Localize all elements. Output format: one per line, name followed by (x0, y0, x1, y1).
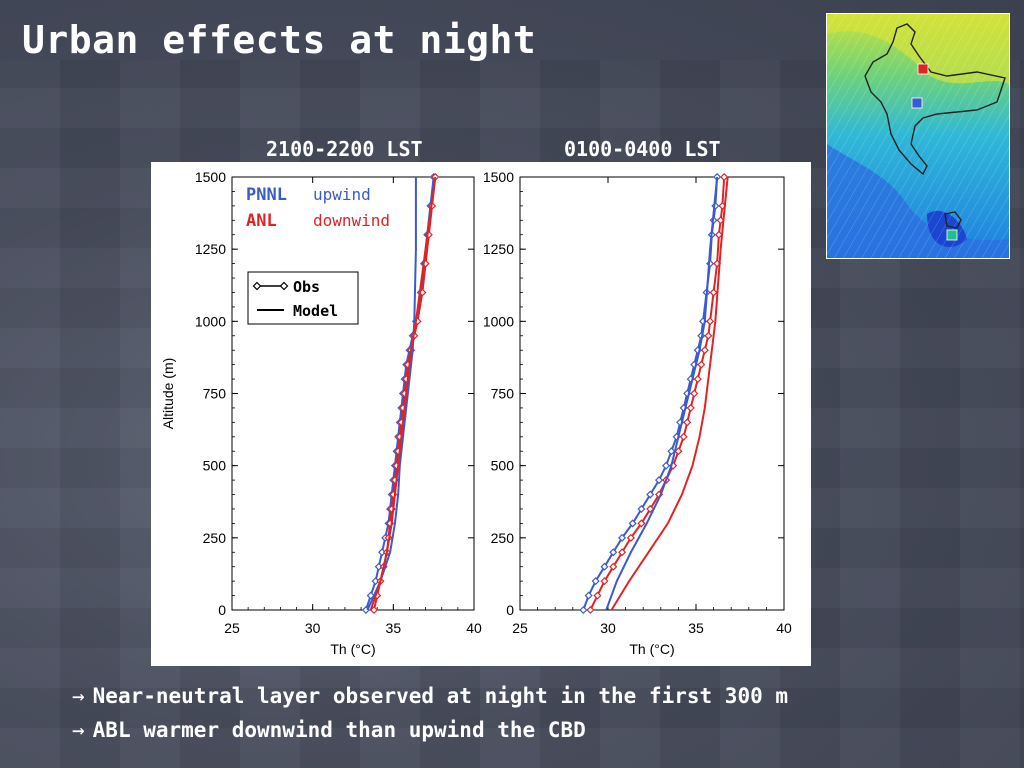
model-profile-line (366, 177, 417, 611)
model-profile-line (369, 176, 437, 611)
anl-site-marker (917, 63, 929, 75)
pnnl-site-marker (911, 97, 923, 109)
obs-point (646, 504, 655, 514)
x-axis-label: Th (°C) (330, 641, 375, 657)
obs-point (637, 504, 646, 514)
obs-point (654, 476, 664, 485)
y-tick-label: 0 (218, 602, 226, 618)
y-tick-label: 500 (203, 458, 227, 474)
legend-obs-marker (279, 281, 289, 291)
slide-title: Urban effects at night (22, 18, 537, 62)
legend-obs-label: Obs (293, 278, 320, 296)
map-wind-hatch (827, 14, 1009, 258)
x-tick-label: 25 (512, 620, 528, 636)
legend-anl: ANL (246, 211, 277, 231)
obs-point (704, 331, 713, 340)
bullet-text: ABL warmer downwind than upwind the CBD (92, 718, 586, 742)
legend-box (247, 271, 359, 325)
legend-upwind: upwind (313, 185, 371, 204)
obs-point (586, 605, 595, 615)
y-tick-label: 1250 (483, 241, 514, 257)
obs-point (579, 605, 588, 615)
left-panel-title: 2100-2200 LST (266, 137, 423, 161)
model-profile-line (610, 176, 729, 611)
bullet-item: → ABL warmer downwind than upwind the CBD (72, 718, 788, 752)
bullet-text: Near-neutral layer observed at night in … (92, 684, 789, 708)
temperature-map (827, 14, 1009, 258)
downtown-outline (944, 211, 962, 229)
obs-point (618, 533, 627, 542)
obs-point (714, 230, 723, 239)
obs-point (637, 519, 646, 528)
obs-point (628, 519, 637, 528)
y-tick-label: 0 (506, 602, 514, 618)
bullet-item: → Near-neutral layer observed at night in… (72, 684, 788, 718)
obs-point (609, 562, 618, 571)
obs-point (646, 490, 655, 499)
obs-point (679, 432, 688, 441)
y-axis-label: Altitude (m) (160, 358, 176, 430)
y-tick-label: 750 (203, 386, 227, 402)
arrow-icon: → (72, 684, 85, 708)
obs-point (683, 418, 692, 427)
obs-profile-line (589, 176, 726, 611)
obs-point (693, 375, 702, 384)
x-tick-label: 30 (305, 620, 321, 636)
obs-point (618, 548, 627, 557)
cbd-site-marker (946, 229, 958, 241)
x-tick-label: 35 (688, 620, 704, 636)
y-tick-label: 500 (491, 458, 515, 474)
obs-point (709, 288, 718, 297)
y-tick-label: 1500 (483, 169, 514, 185)
obs-point (700, 346, 709, 355)
obs-point (690, 389, 699, 398)
obs-point (600, 577, 609, 586)
obs-point (686, 403, 695, 412)
plot-frame (519, 176, 785, 611)
y-tick-label: 250 (203, 530, 227, 546)
obs-point (609, 548, 618, 557)
legend-model-label: Model (293, 302, 338, 320)
obs-point (720, 172, 729, 182)
obs-point (584, 591, 593, 600)
plot-frame (231, 176, 475, 611)
x-tick-label: 40 (466, 620, 482, 636)
obs-point (667, 447, 676, 456)
legend-obs-marker (252, 281, 262, 291)
y-tick-label: 1000 (483, 313, 514, 329)
right-panel-title: 0100-0400 LST (564, 137, 721, 161)
bullet-list: → Near-neutral layer observed at night in… (72, 684, 788, 752)
y-tick-label: 1250 (195, 241, 226, 257)
obs-point (626, 533, 635, 542)
x-tick-label: 40 (776, 620, 792, 636)
legend-pnnl: PNNL (246, 185, 287, 205)
obs-point (593, 591, 602, 600)
model-profile-line (605, 176, 719, 611)
location-map-inset (826, 13, 1010, 259)
obs-point (674, 447, 683, 456)
y-tick-label: 750 (491, 386, 515, 402)
obs-point (591, 577, 600, 586)
legend-downwind: downwind (313, 211, 390, 230)
obs-point (697, 360, 706, 369)
x-tick-label: 30 (600, 620, 616, 636)
x-tick-label: 35 (386, 620, 402, 636)
arrow-icon: → (72, 718, 85, 742)
obs-point (662, 461, 671, 470)
x-tick-label: 25 (224, 620, 240, 636)
y-tick-label: 1000 (195, 313, 226, 329)
x-axis-label: Th (°C) (629, 641, 674, 657)
y-tick-label: 1500 (195, 169, 226, 185)
obs-point (706, 259, 715, 268)
profile-plots: 25 30 35 40 0 250 500 750 1000 1250 1500 Th (°C) Alt… (151, 162, 811, 666)
obs-point (706, 317, 715, 326)
obs-point (600, 562, 609, 571)
y-tick-label: 250 (491, 530, 515, 546)
